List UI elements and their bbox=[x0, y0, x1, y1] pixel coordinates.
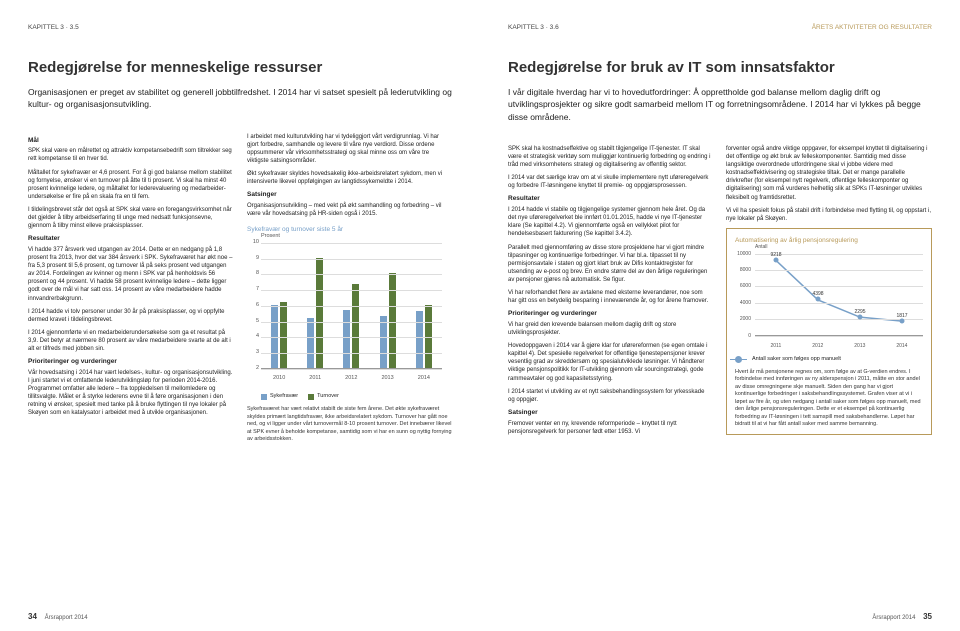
para: Parallelt med gjennomføring av disse sto… bbox=[508, 244, 712, 284]
line-chart-plot: 9218439822951817 bbox=[755, 254, 923, 336]
para: SPK skal ha kostnadseffektive og stabilt… bbox=[508, 145, 712, 169]
page-number-right: 35 bbox=[923, 612, 932, 621]
bar-chart: Prosent 2345678910 20102011201220132014 bbox=[247, 239, 442, 389]
line-chart-legend: Antall saker som følges opp manuelt bbox=[735, 356, 923, 363]
chart-ylabel: Prosent bbox=[261, 233, 280, 240]
line-chart: Antall 0200040006000800010000 9218439822… bbox=[735, 250, 923, 350]
subhead-r-prioriteringer: Prioriteringer og vurderinger bbox=[508, 310, 712, 319]
para: SPK skal være en målrettet og attraktiv … bbox=[28, 147, 233, 163]
page-title-right: Redegjørelse for bruk av IT som innsatsf… bbox=[508, 59, 932, 76]
bar-chart-plot bbox=[261, 243, 442, 369]
line-chart-caption: Hvert år må pensjonene regnes om, som fø… bbox=[735, 369, 923, 428]
para: forventer også andre viktige oppgaver, f… bbox=[726, 145, 932, 202]
page-right: KAPITTEL 3 · 3.6 ÅRETS AKTIVITETER OG RE… bbox=[480, 0, 960, 631]
para: Vår hovedsatsing i 2014 har vært ledelse… bbox=[28, 369, 233, 418]
para: I tildelingsbrevet står det også at SPK … bbox=[28, 206, 233, 230]
para: Vi vil ha spesielt fokus på stabil drift… bbox=[726, 207, 932, 223]
kap-suf: ÅRETS AKTIVITETER OG RESULTATER bbox=[812, 24, 932, 31]
para: Organisasjonsutvikling – med vekt på økt… bbox=[247, 202, 452, 218]
footer-right: Årsrapport 2014 35 bbox=[872, 612, 932, 621]
footer-left: 34 Årsrapport 2014 bbox=[28, 612, 88, 621]
para: Vi har greid den krevende balansen mello… bbox=[508, 321, 712, 337]
columns-left: Mål SPK skal være en målrettet og attrak… bbox=[28, 133, 452, 444]
subhead-r-satsinger: Satsinger bbox=[508, 409, 712, 418]
para: Vi hadde 377 årsverk ved utgangen av 201… bbox=[28, 246, 233, 303]
subhead-mal: Mål bbox=[28, 137, 233, 146]
col2-left: I arbeidet med kulturutvikling har vi ty… bbox=[247, 133, 452, 444]
page-number-left: 34 bbox=[28, 612, 37, 621]
subhead-satsinger: Satsinger bbox=[247, 191, 452, 200]
para: I 2014 hadde vi tolv personer under 30 å… bbox=[28, 308, 233, 324]
bar-chart-xaxis: 20102011201220132014 bbox=[261, 375, 442, 382]
footer-text-right: Årsrapport 2014 bbox=[872, 615, 915, 621]
bar-chart-yaxis: 2345678910 bbox=[247, 239, 259, 369]
line-legend-swatch bbox=[735, 356, 742, 363]
line-legend-label: Antall saker som følges opp manuelt bbox=[752, 356, 841, 363]
para: Økt sykefravær skyldes hovedsakelig ikke… bbox=[247, 170, 452, 186]
line-chart-box: Automatisering av årlig pensjonsreguleri… bbox=[726, 228, 932, 436]
col2-right: forventer også andre viktige oppgaver, f… bbox=[726, 145, 932, 441]
intro-left: Organisasjonen er preget av stabilitet o… bbox=[28, 86, 452, 111]
para: Hovedoppgaven i 2014 var å gjøre klar fo… bbox=[508, 342, 712, 382]
page-title-left: Redegjørelse for menneskelige ressurser bbox=[28, 59, 452, 76]
para: I arbeidet med kulturutvikling har vi ty… bbox=[247, 133, 452, 165]
para: Måltallet for sykefravær er 4,6 prosent.… bbox=[28, 169, 233, 201]
footer-text-left: Årsrapport 2014 bbox=[45, 615, 88, 621]
chapter-header-right: KAPITTEL 3 · 3.6 ÅRETS AKTIVITETER OG RE… bbox=[508, 24, 932, 31]
para: Vi har reforhandlet flere av avtalene me… bbox=[508, 289, 712, 305]
bar-chart-legend: SykefraværTurnover bbox=[261, 393, 452, 400]
page-left: KAPITTEL 3 · 3.5 Redegjørelse for mennes… bbox=[0, 0, 480, 631]
kap-pre: KAPITTEL 3 · 3.6 bbox=[508, 24, 559, 31]
para: I 2014 var det særlige krav om at vi sku… bbox=[508, 174, 712, 190]
bar-chart-caption: Sykefraværet har vært relativt stabilt d… bbox=[247, 406, 452, 443]
subhead-prioriteringer: Prioriteringer og vurderinger bbox=[28, 358, 233, 367]
subhead-r-resultater: Resultater bbox=[508, 195, 712, 204]
col1-right: SPK skal ha kostnadseffektive og stabilt… bbox=[508, 145, 712, 441]
para: I 2014 startet vi utvikling av et nytt s… bbox=[508, 388, 712, 404]
line-chart-ylabel: Antall bbox=[755, 244, 768, 251]
intro-right: I vår digitale hverdag har vi to hovedut… bbox=[508, 86, 932, 123]
subhead-resultater: Resultater bbox=[28, 235, 233, 244]
columns-right: SPK skal ha kostnadseffektive og stabilt… bbox=[508, 145, 932, 441]
line-chart-svg bbox=[755, 254, 923, 335]
para: I 2014 hadde vi stabile og tilgjengelige… bbox=[508, 206, 712, 238]
line-chart-xaxis: 2011201220132014 bbox=[755, 343, 923, 350]
para: Fremover venter en ny, krevende reformpe… bbox=[508, 420, 712, 436]
col1-left: Mål SPK skal være en målrettet og attrak… bbox=[28, 133, 233, 444]
chapter-header-left: KAPITTEL 3 · 3.5 bbox=[28, 24, 452, 31]
para: I 2014 gjennomførte vi en medarbeiderund… bbox=[28, 329, 233, 353]
